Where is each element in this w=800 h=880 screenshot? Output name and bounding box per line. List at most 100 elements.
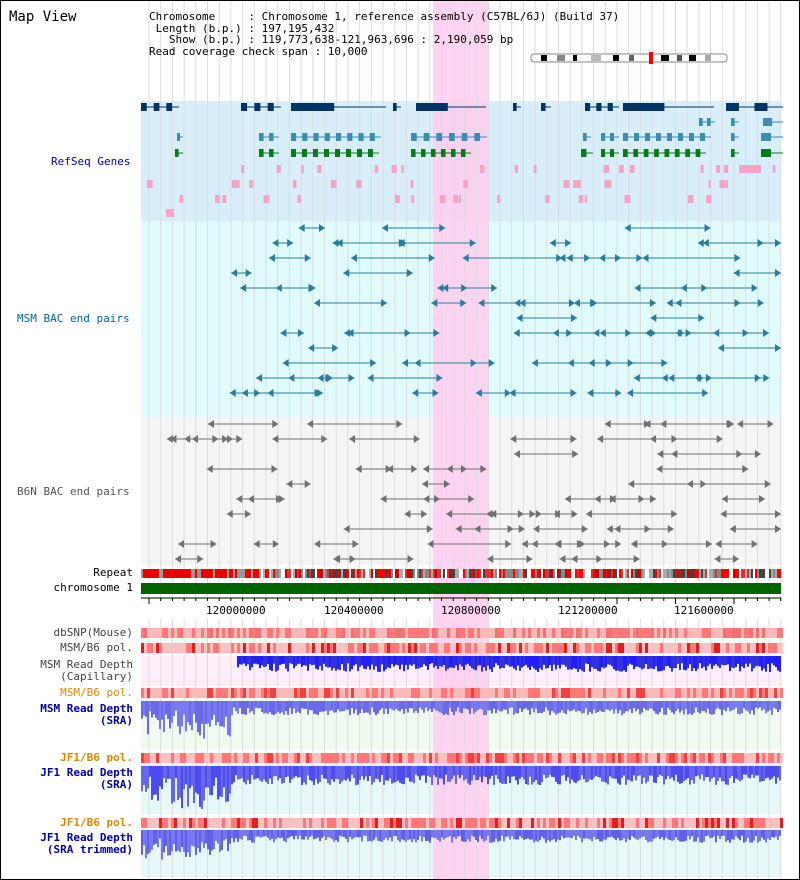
read-depth-bar [635,830,637,840]
read-depth-bar [353,766,355,779]
read-depth-bar [323,701,325,712]
polymorphism-mark [567,643,570,653]
read-depth-bar [763,701,765,710]
chromosome-bar [141,583,781,594]
read-depth-bar [705,656,707,671]
polymorphism-mark [279,643,282,653]
gene-fragment [626,195,631,203]
polymorphism-mark [657,628,660,638]
polymorphism-mark [504,643,507,653]
polymorphism-mark [462,753,465,763]
read-depth-bar [753,830,755,841]
polymorphism-mark [777,643,780,653]
polymorphism-mark [498,688,501,698]
read-depth-bar [283,656,285,664]
gene-fragment [222,195,227,203]
read-depth-bar [213,830,215,850]
polymorphism-mark [756,643,759,653]
read-depth-bar [711,701,713,715]
bac-end-marker [609,495,616,503]
read-depth-bar [507,701,509,714]
polymorphism-mark [168,688,171,698]
read-depth-bar [401,701,403,709]
read-depth-bar [369,656,371,670]
polymorphism-mark [615,753,618,763]
polymorphism-mark [669,628,672,638]
b6n-bac-end-pairs-label[interactable]: B6N BAC end pairs [17,485,130,498]
read-depth-bar [501,701,503,712]
read-depth-bar [525,656,527,665]
read-depth-bar [577,701,579,711]
read-depth-bar [311,701,313,711]
read-depth-bar [551,656,553,671]
msm-bac-end-pairs-label[interactable]: MSM BAC end pairs [17,312,130,325]
read-depth-bar [521,656,523,668]
polymorphism-mark [267,753,270,763]
repeat-mark [375,569,377,578]
polymorphism-mark [615,628,618,638]
read-depth-bar [223,701,225,728]
polymorphism-mark [387,628,390,638]
repeat-mark [361,569,363,578]
read-depth-bar [351,766,353,775]
read-depth-bar [187,830,189,853]
refseq-genes-label[interactable]: RefSeq Genes [51,155,131,168]
polymorphism-mark [747,818,750,828]
read-depth-bar [645,766,647,784]
read-depth-bar [609,656,611,665]
read-depth-bar [609,766,611,777]
read-depth-bar [465,701,467,709]
polymorphism-mark [159,628,162,638]
polymorphism-mark [219,818,222,828]
polymorphism-mark [573,688,576,698]
read-depth-bar [215,830,217,841]
repeat-mark [777,569,779,578]
polymorphism-mark [693,818,696,828]
repeat-mark [423,569,425,578]
read-depth-bar [161,830,163,860]
polymorphism-mark [708,818,711,828]
bac-end-marker [455,525,462,533]
read-depth-bar [149,701,151,712]
repeat-mark [563,569,565,578]
polymorphism-mark [390,688,393,698]
read-depth-bar [635,701,637,712]
polymorphism-mark [687,688,690,698]
gene-exon [678,133,683,141]
polymorphism-mark [399,643,402,653]
bac-end-marker [422,480,429,488]
polymorphism-mark [513,643,516,653]
polymorphism-mark [180,628,183,638]
repeat-mark [499,569,501,578]
read-depth-bar [417,656,419,669]
polymorphism-mark [345,753,348,763]
read-depth-bar [573,656,575,669]
polymorphism-mark [261,628,264,638]
polymorphism-mark [393,628,396,638]
repeat-mark [141,569,143,578]
polymorphism-mark [303,753,306,763]
read-depth-bar [767,830,769,839]
bac-end-marker [570,435,577,443]
gene-exon [474,133,481,141]
read-depth-bar [313,701,315,714]
read-depth-bar [311,656,313,666]
read-depth-bar [205,830,207,844]
read-depth-bar [399,701,401,712]
bac-end-marker [594,495,601,503]
polymorphism-mark [516,643,519,653]
info-line-coverage: Read coverage check span : 10,000 [149,44,368,58]
read-depth-bar [585,701,587,709]
read-depth-bar [721,701,723,716]
polymorphism-mark [762,688,765,698]
bac-end-marker [514,450,521,458]
read-depth-bar [259,656,261,669]
read-depth-bar [719,656,721,669]
repeat-mark [685,569,687,578]
read-depth-bar [249,766,251,784]
read-depth-bar [625,830,627,843]
polymorphism-mark [744,643,747,653]
polymorphism-mark [516,753,519,763]
read-depth-bar [541,766,543,783]
polymorphism-mark [600,688,603,698]
